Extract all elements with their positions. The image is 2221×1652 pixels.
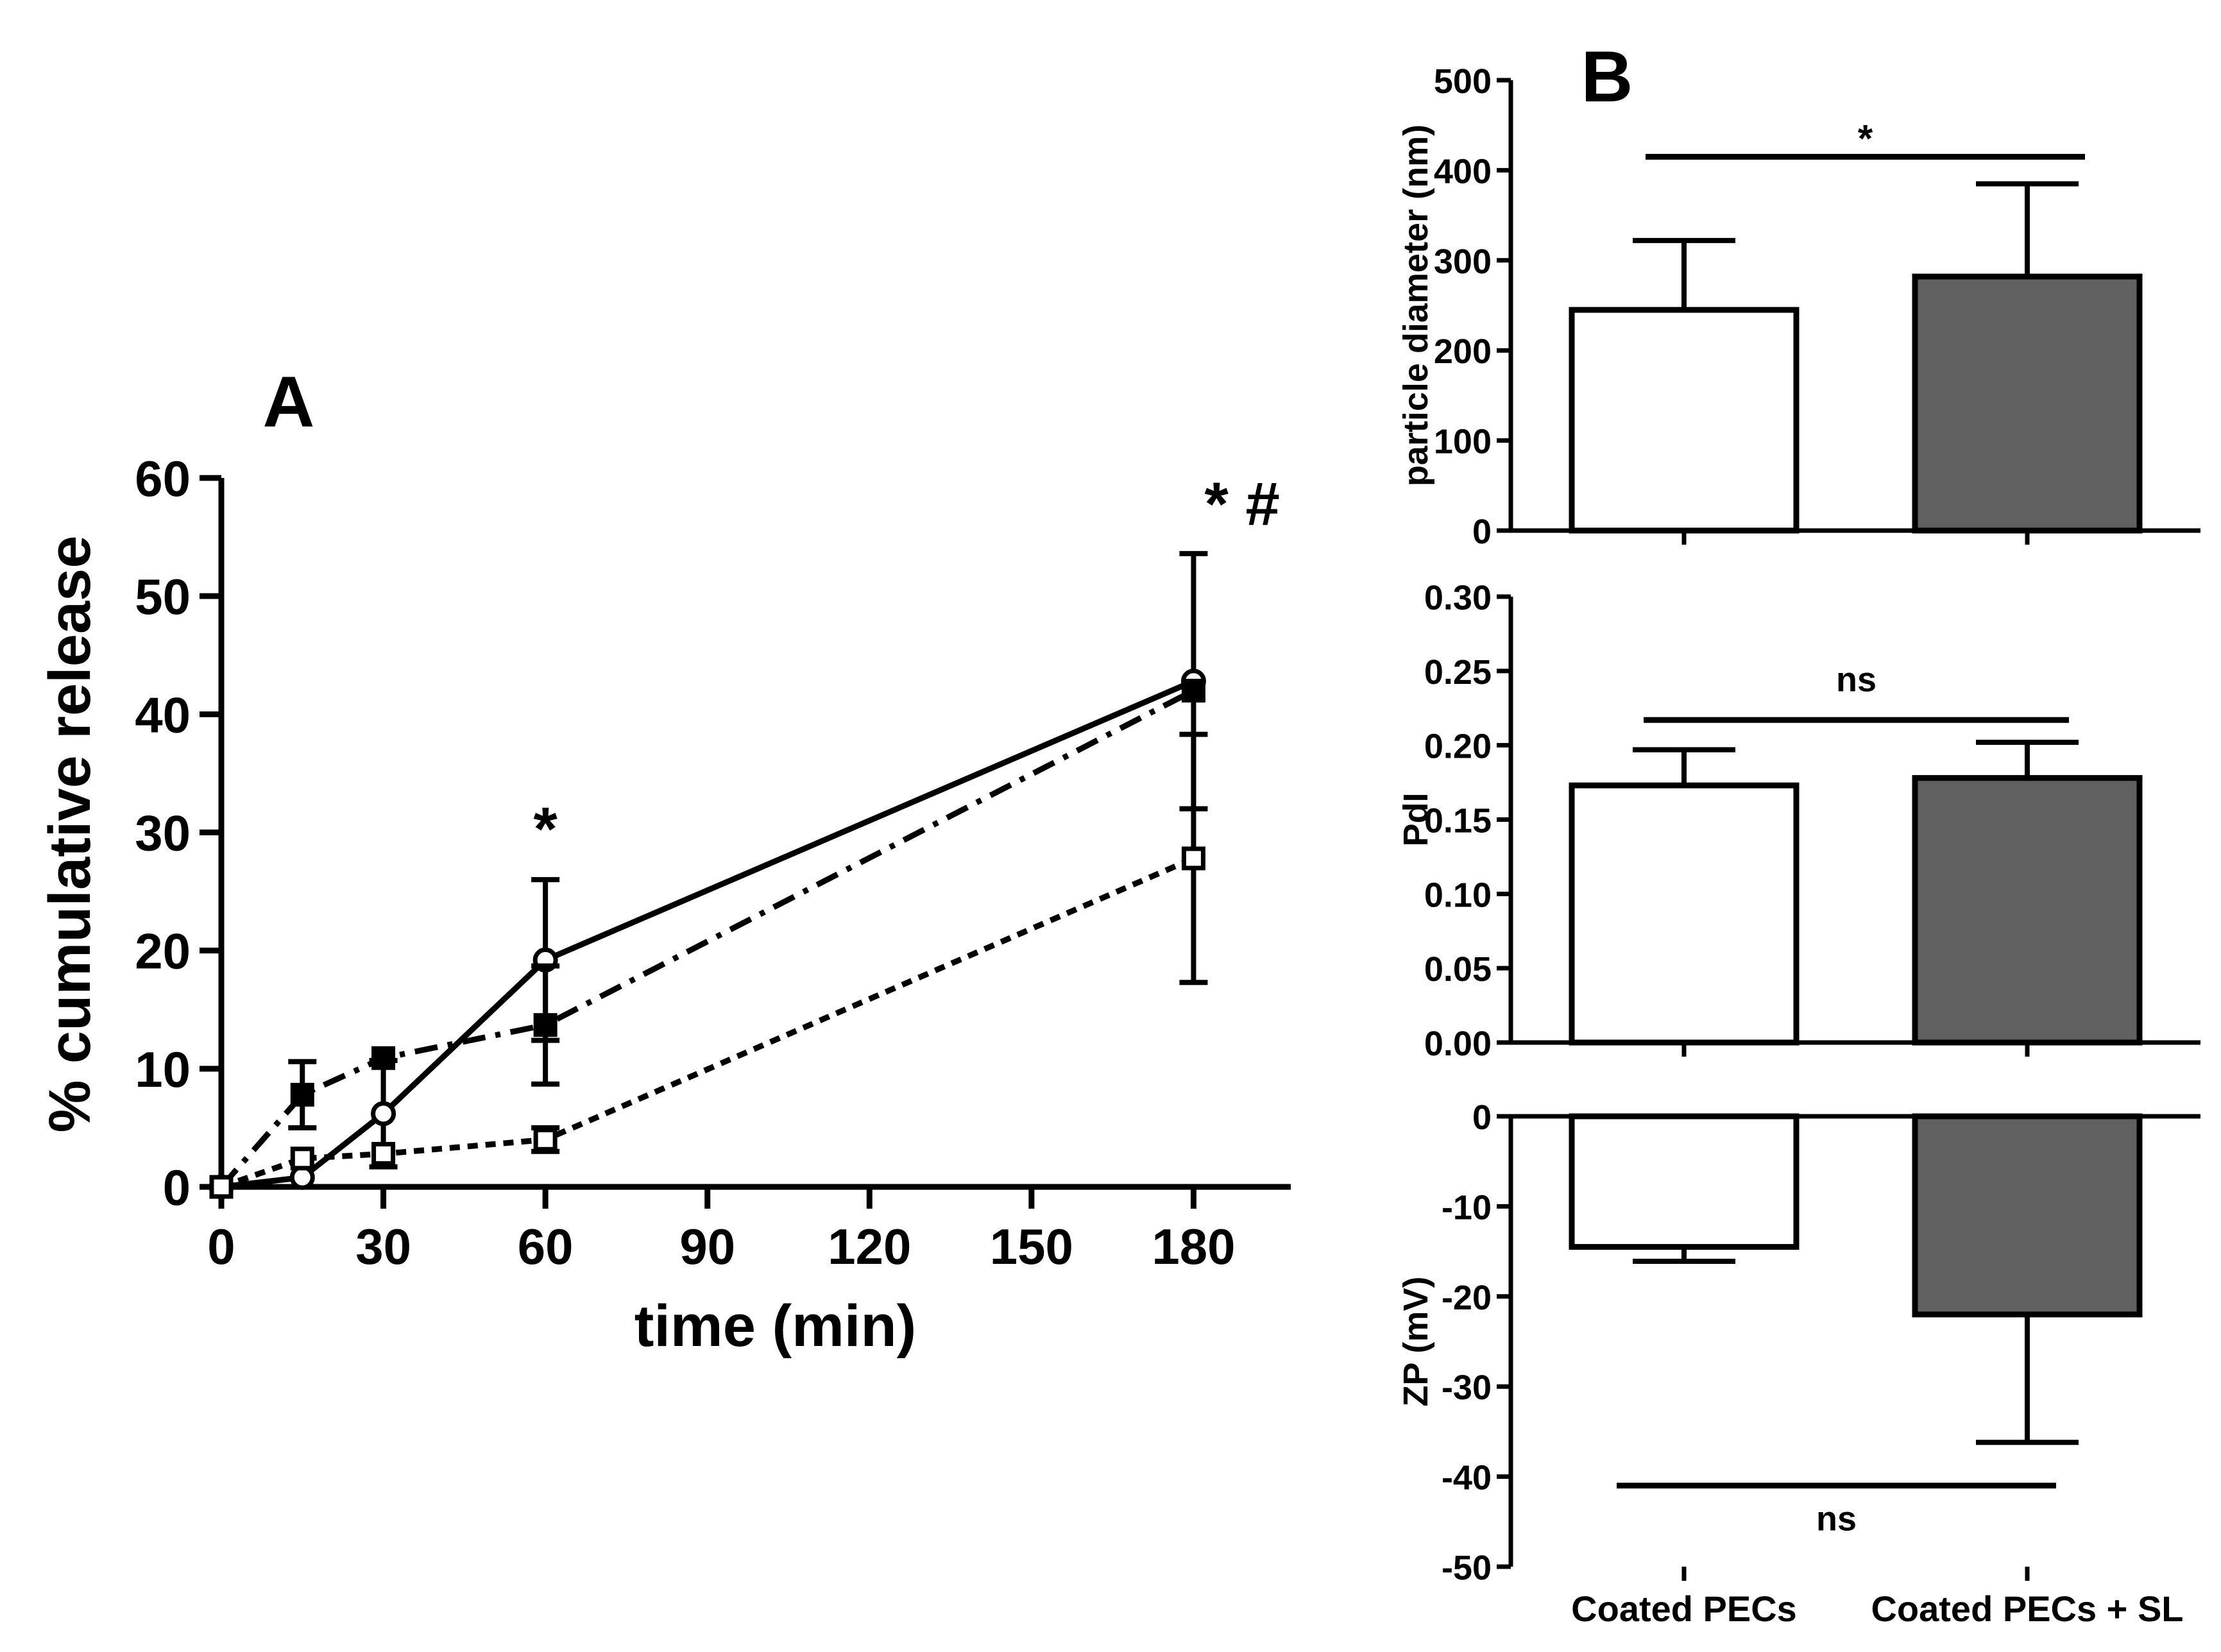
- significance-label: ns: [1816, 1500, 1857, 1538]
- y-tick-label: 200: [1434, 332, 1492, 371]
- significance-label: ns: [1836, 660, 1876, 699]
- y-axis-title: PdI: [1397, 792, 1435, 846]
- data-point-filled-square: [290, 1082, 314, 1107]
- y-tick-label: 0.00: [1424, 1025, 1492, 1063]
- y-tick-label: 0.10: [1424, 876, 1492, 914]
- y-tick-label: 0: [1472, 1098, 1492, 1137]
- y-tick-label: -50: [1442, 1549, 1492, 1587]
- data-point-open-square: [1181, 846, 1205, 871]
- y-tick-label: 30: [135, 805, 191, 862]
- y-tick-label: 0: [163, 1159, 191, 1216]
- series-line-filled-square-dashdot: [219, 688, 1195, 1189]
- y-tick-label: -40: [1442, 1459, 1492, 1497]
- x-tick-label: 60: [518, 1218, 574, 1275]
- x-tick-label: 180: [1152, 1218, 1235, 1275]
- significance-annotation: * #: [1205, 470, 1280, 539]
- y-tick-label: -10: [1442, 1188, 1492, 1227]
- y-tick-label: 300: [1434, 243, 1492, 281]
- data-point-open-square: [371, 1141, 396, 1166]
- y-tick-label: 0.05: [1424, 950, 1492, 989]
- y-tick-label: 100: [1434, 423, 1492, 461]
- y-tick-label: 50: [135, 568, 191, 625]
- bar: [1912, 273, 2143, 534]
- y-tick-label: 0.30: [1424, 579, 1492, 617]
- x-category-label: Coated PECs + SL: [1871, 1588, 2183, 1629]
- x-tick-label: 90: [679, 1218, 735, 1275]
- bar: [1569, 1113, 1800, 1250]
- bar: [1912, 775, 2143, 1046]
- y-tick-label: 500: [1434, 62, 1492, 101]
- y-tick-label: 0.15: [1424, 802, 1492, 840]
- series-line-open-circle-solid: [221, 678, 1195, 1190]
- y-axis-title: ZP (mV): [1397, 1276, 1435, 1406]
- series-line-open-square-dotted: [220, 855, 1195, 1190]
- panel-b-particle-diameter-chart: 0 100 200 300 400 500 * particle diameter (nm) B: [1397, 37, 2200, 551]
- significance-annotation: *: [533, 795, 557, 864]
- panel-b-zeta-potential-chart: 0 -10 -20 -30 -40 -50 Coated PECs Coated PECs +…: [1397, 1098, 2200, 1629]
- x-tick-label: 120: [828, 1218, 911, 1275]
- panel-label-b: B: [1581, 37, 1633, 117]
- x-tick-label: 0: [207, 1218, 235, 1275]
- panel-b-pdi-chart: 0.00 0.05 0.10 0.15 0.20 0.25 0.30 ns PdI: [1397, 579, 2200, 1063]
- y-tick-label: 0: [1472, 513, 1492, 551]
- data-point-open-square: [209, 1175, 234, 1199]
- y-axis-title: % cumulative release: [37, 536, 103, 1133]
- y-axis-title: particle diameter (nm): [1397, 124, 1435, 486]
- bar: [1569, 782, 1800, 1046]
- x-axis-title: time (min): [634, 1293, 917, 1359]
- bar: [1912, 1113, 2143, 1318]
- y-tick-label: 20: [135, 923, 191, 980]
- data-point-open-circle: [371, 1101, 396, 1127]
- x-category-label: Coated PECs: [1571, 1588, 1797, 1629]
- x-tick-label: 30: [355, 1218, 411, 1275]
- panel-a-line-chart: 0 10 20 30 40 50 60 0 30 60 90 120 150 180 time (min)%…: [37, 362, 1291, 1359]
- x-tick-label: 150: [990, 1218, 1073, 1275]
- y-tick-label: -20: [1442, 1279, 1492, 1317]
- y-tick-label: 400: [1434, 152, 1492, 191]
- data-point-open-square: [290, 1146, 314, 1171]
- y-tick-label: 0.25: [1424, 653, 1492, 692]
- data-point-filled-square: [371, 1046, 396, 1070]
- significance-label: *: [1858, 117, 1873, 160]
- y-tick-label: 60: [135, 450, 191, 507]
- y-tick-label: 0.20: [1424, 728, 1492, 766]
- y-tick-label: 10: [135, 1041, 191, 1098]
- data-point-filled-square: [1181, 679, 1205, 703]
- y-tick-label: -30: [1442, 1368, 1492, 1407]
- panel-label-a: A: [263, 362, 315, 442]
- data-point-open-square: [533, 1127, 557, 1152]
- data-point-filled-square: [533, 1013, 557, 1037]
- bar: [1569, 307, 1800, 534]
- y-tick-label: 40: [135, 686, 191, 743]
